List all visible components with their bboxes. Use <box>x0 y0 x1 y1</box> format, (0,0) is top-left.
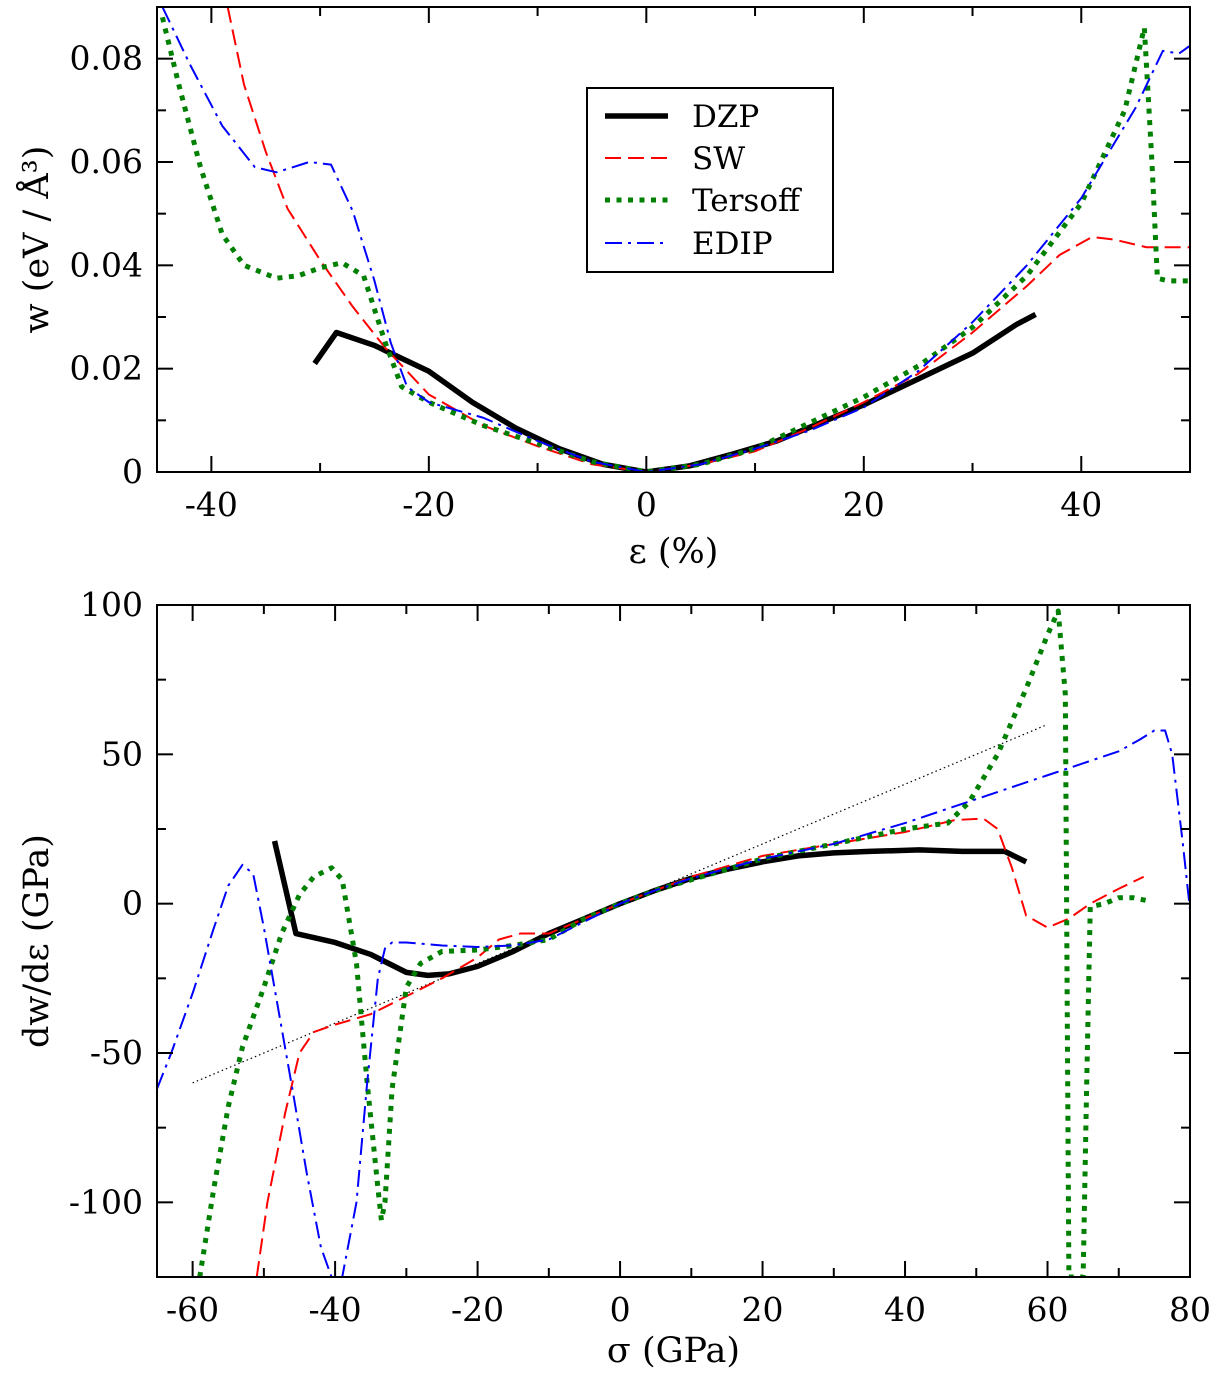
x-tick-label: 80 <box>1169 1290 1211 1329</box>
y-tick-label: 0 <box>122 884 143 923</box>
series-edip-line <box>161 7 1190 472</box>
series-tersoff-line <box>197 608 1148 1277</box>
plot-area <box>160 7 1190 472</box>
plot-frame <box>156 604 1191 1278</box>
y-tick-label: 0.04 <box>70 245 143 284</box>
series-dzp-line <box>271 840 1028 979</box>
plot-area <box>157 608 1190 1277</box>
series-dzp-line <box>312 311 1037 472</box>
y-tick-label: 50 <box>101 734 143 773</box>
series-sw-line <box>255 817 1145 1277</box>
x-axis-label: σ (GPa) <box>607 1331 740 1371</box>
top-chart-strain-energy: -40 -20 0 20 40 0 0.02 0.04 0.06 0.08 ε (%) w (eV /… <box>14 6 1191 572</box>
y-tick-label: -50 <box>90 1033 143 1072</box>
x-tick-label: 0 <box>636 485 657 524</box>
x-tick-label: -20 <box>402 485 455 524</box>
series-edip-line <box>157 729 1190 1277</box>
legend-label-sw: SW <box>692 141 745 177</box>
x-tick-label: 20 <box>742 1290 784 1329</box>
bottom-chart-stress-derivative: -60 -40 -20 0 20 40 60 80 -100 -50 0 50 100 σ (GPa) dw… <box>17 585 1211 1371</box>
legend-label-dzp: DZP <box>692 99 759 135</box>
y-tick-label: 0 <box>122 452 143 491</box>
x-tick-label: -40 <box>309 1290 362 1329</box>
series-reference-line-line <box>192 723 1048 1084</box>
x-tick-label: -60 <box>166 1290 219 1329</box>
x-tick-label: 60 <box>1027 1290 1069 1329</box>
series-tersoff-line <box>160 16 1190 472</box>
y-tick-label: 0.02 <box>70 349 143 388</box>
legend: DZP SW Tersoff EDIP <box>586 87 834 273</box>
x-tick-label: -40 <box>185 485 238 524</box>
y-axis-label: w (eV / Å³) <box>14 146 57 334</box>
y-tick-label: 100 <box>80 585 143 624</box>
x-tick-label: 40 <box>884 1290 926 1329</box>
x-axis-label: ε (%) <box>629 532 719 572</box>
y-tick-label: 0.08 <box>70 39 143 78</box>
plot-frame <box>156 6 1191 473</box>
x-tick-label: 0 <box>610 1290 631 1329</box>
x-tick-label: -20 <box>451 1290 504 1329</box>
x-tick-label: 20 <box>843 485 885 524</box>
y-tick-label: -100 <box>69 1182 143 1221</box>
legend-label-edip: EDIP <box>692 226 773 262</box>
y-axis-label: dw/dε (GPa) <box>17 834 57 1048</box>
legend-label-tersoff: Tersoff <box>692 183 802 219</box>
x-tick-label: 40 <box>1060 485 1102 524</box>
y-tick-label: 0.06 <box>70 142 143 181</box>
